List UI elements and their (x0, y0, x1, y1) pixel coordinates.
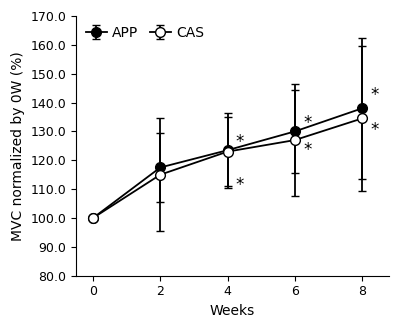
Text: *: * (236, 176, 244, 194)
Text: *: * (303, 141, 312, 159)
Y-axis label: MVC normalized by 0W (%): MVC normalized by 0W (%) (11, 51, 25, 241)
Text: *: * (303, 114, 312, 132)
Legend: APP, CAS: APP, CAS (83, 23, 207, 43)
Text: *: * (370, 121, 379, 139)
X-axis label: Weeks: Weeks (210, 304, 255, 318)
Text: *: * (370, 87, 379, 104)
Text: *: * (236, 133, 244, 151)
